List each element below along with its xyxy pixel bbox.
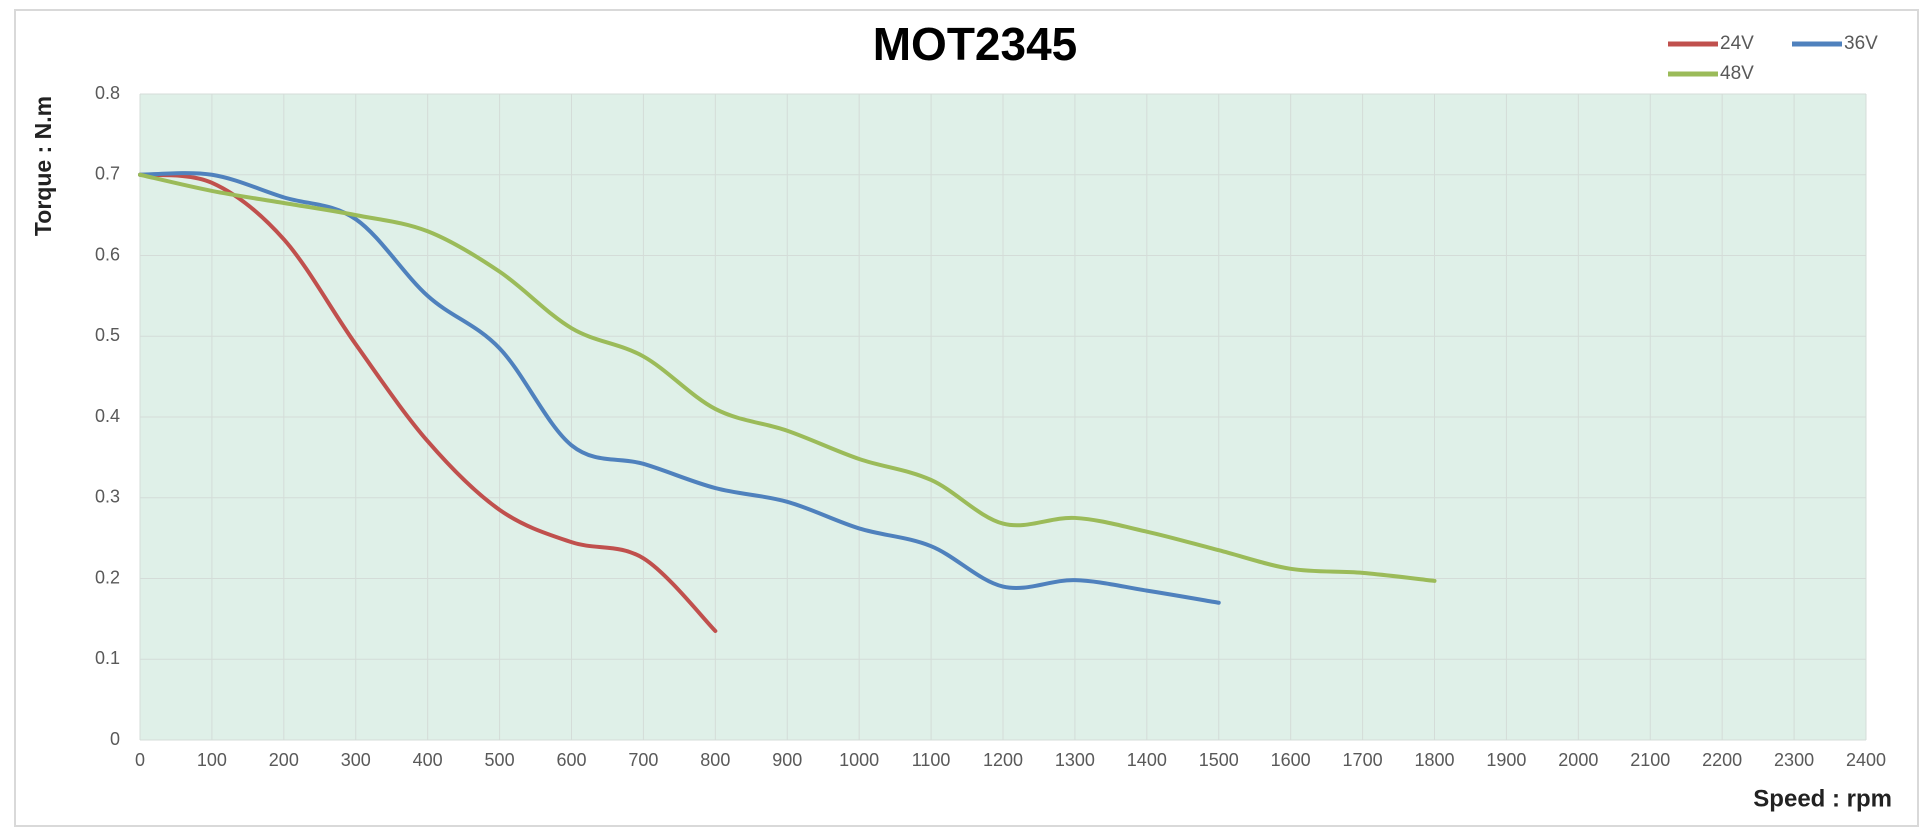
- legend-label: 48V: [1720, 63, 1754, 84]
- y-tick-label: 0.5: [95, 325, 120, 345]
- series-line: [138, 171, 1221, 605]
- y-tick-label: 0.6: [95, 244, 120, 264]
- y-axis-label: Torque : N.m: [30, 96, 56, 236]
- x-tick-label: 2100: [1630, 750, 1670, 770]
- x-tick-label: 1100: [912, 750, 951, 770]
- x-tick-label: 1500: [1199, 750, 1239, 770]
- y-tick-label: 0.8: [95, 83, 120, 103]
- series-line: [138, 172, 1437, 583]
- x-tick-label: 1000: [839, 750, 879, 770]
- y-tick-label: 0: [110, 729, 120, 749]
- x-tick-label: 100: [197, 750, 227, 770]
- chart-title: MOT2345: [873, 18, 1078, 70]
- x-tick-label: 300: [341, 750, 371, 770]
- y-tick-label: 0.3: [95, 487, 120, 507]
- x-axis-label: Speed : rpm: [1753, 785, 1892, 812]
- x-tick-label: 500: [485, 750, 515, 770]
- x-tick-label: 1200: [983, 750, 1023, 770]
- legend-label: 24V: [1720, 33, 1754, 54]
- x-tick-label: 1800: [1414, 750, 1454, 770]
- y-tick-label: 0.7: [95, 164, 120, 184]
- x-tick-label: 1600: [1271, 750, 1311, 770]
- x-tick-label: 0: [135, 750, 145, 770]
- x-tick-label: 1900: [1486, 750, 1526, 770]
- x-tick-label: 800: [700, 750, 730, 770]
- x-tick-label: 2300: [1774, 750, 1814, 770]
- x-tick-label: 2200: [1702, 750, 1742, 770]
- x-tick-label: 900: [772, 750, 802, 770]
- y-tick-label: 0.1: [95, 648, 120, 668]
- x-tick-label: 1400: [1127, 750, 1167, 770]
- x-tick-label: 2000: [1558, 750, 1598, 770]
- x-tick-label: 700: [628, 750, 658, 770]
- y-tick-label: 0.4: [95, 406, 120, 426]
- x-tick-label: 600: [556, 750, 586, 770]
- x-tick-label: 400: [413, 750, 443, 770]
- x-tick-label: 1300: [1055, 750, 1095, 770]
- x-tick-label: 1700: [1343, 750, 1383, 770]
- legend-label: 36V: [1844, 33, 1878, 54]
- x-tick-label: 2400: [1846, 750, 1886, 770]
- series-line: [138, 172, 718, 633]
- y-tick-label: 0.2: [95, 567, 120, 587]
- x-tick-label: 200: [269, 750, 299, 770]
